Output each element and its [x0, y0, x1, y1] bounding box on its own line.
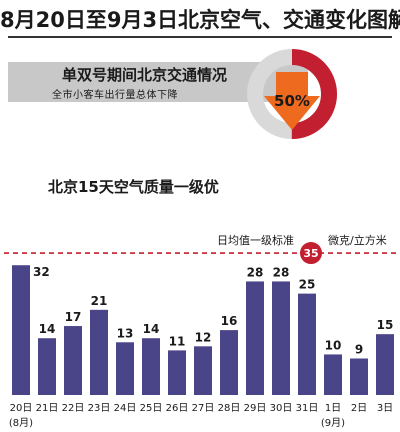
- bar: [64, 326, 82, 395]
- bar: [168, 350, 186, 395]
- x-tick-label: 26日: [166, 403, 189, 414]
- bar: [246, 281, 264, 395]
- x-tick-label: 27日: [192, 403, 215, 414]
- x-tick-label: 1日: [325, 403, 341, 414]
- bar: [12, 265, 30, 395]
- bar-value-label: 28: [247, 265, 264, 279]
- month-label: (9月): [321, 417, 345, 429]
- bar: [90, 309, 108, 395]
- bar-value-label: 14: [39, 322, 56, 336]
- reference-unit-label: 微克/立方米: [328, 233, 387, 247]
- decline-percent-label: 50%: [274, 92, 310, 110]
- bar: [298, 293, 316, 395]
- reference-line-label: 日均值一级标准: [217, 233, 294, 247]
- bar-value-label: 12: [195, 330, 212, 344]
- air-quality-bar-chart: 日均值一级标准 35 微克/立方米 32 20日 14 21日 17 22日 21 23日 13 24日…: [4, 233, 396, 429]
- bar-value-label: 21: [91, 294, 108, 308]
- bar: [220, 330, 238, 395]
- bar: [376, 334, 394, 395]
- bar-value-label: 11: [169, 334, 186, 348]
- x-tick-label: 31日: [296, 403, 319, 414]
- x-tick-label: 24日: [114, 403, 137, 414]
- x-tick-label: 25日: [140, 403, 163, 414]
- x-tick-label: 29日: [244, 403, 267, 414]
- bar: [116, 342, 134, 395]
- chart-title: 北京15天空气质量一级优: [48, 178, 219, 196]
- reference-value-badge: [300, 242, 322, 265]
- reference-value-label: 35: [303, 247, 318, 260]
- traffic-subtext: 全市小客车出行量总体下降: [52, 90, 178, 101]
- month-label: (8月): [9, 417, 33, 429]
- bar-value-label: 16: [221, 314, 238, 328]
- bar-value-label: 13: [117, 326, 134, 340]
- bar: [272, 281, 290, 395]
- x-tick-label: 20日: [10, 403, 33, 414]
- x-tick-label: 3日: [377, 403, 393, 414]
- bar: [350, 358, 368, 395]
- bar-value-label: 14: [143, 322, 160, 336]
- x-tick-label: 30日: [270, 403, 293, 414]
- page-title: 8月20日至9月3日北京空气、交通变化图解: [0, 8, 400, 32]
- bar-value-label: 15: [377, 318, 394, 332]
- bar: [38, 338, 56, 395]
- bar-value-label: 17: [65, 310, 82, 324]
- x-tick-label: 28日: [218, 403, 241, 414]
- bar-value-label: 32: [33, 265, 50, 279]
- bar-value-label: 9: [355, 343, 363, 357]
- traffic-heading: 单双号期间北京交通情况: [62, 66, 228, 84]
- x-tick-label: 21日: [36, 403, 59, 414]
- down-arrow-icon: [264, 72, 320, 130]
- traffic-decline-donut: 50%: [247, 49, 337, 139]
- bar: [142, 338, 160, 395]
- title-divider: [8, 36, 392, 38]
- bar: [194, 346, 212, 395]
- bar: [324, 354, 342, 395]
- x-tick-label: 23日: [88, 403, 111, 414]
- donut-progress: [247, 49, 337, 139]
- x-tick-label: 2日: [351, 403, 367, 414]
- bar-value-label: 28: [273, 265, 290, 279]
- x-tick-label: 22日: [62, 403, 85, 414]
- bar-value-label: 25: [299, 278, 316, 292]
- bar-value-label: 10: [325, 338, 342, 352]
